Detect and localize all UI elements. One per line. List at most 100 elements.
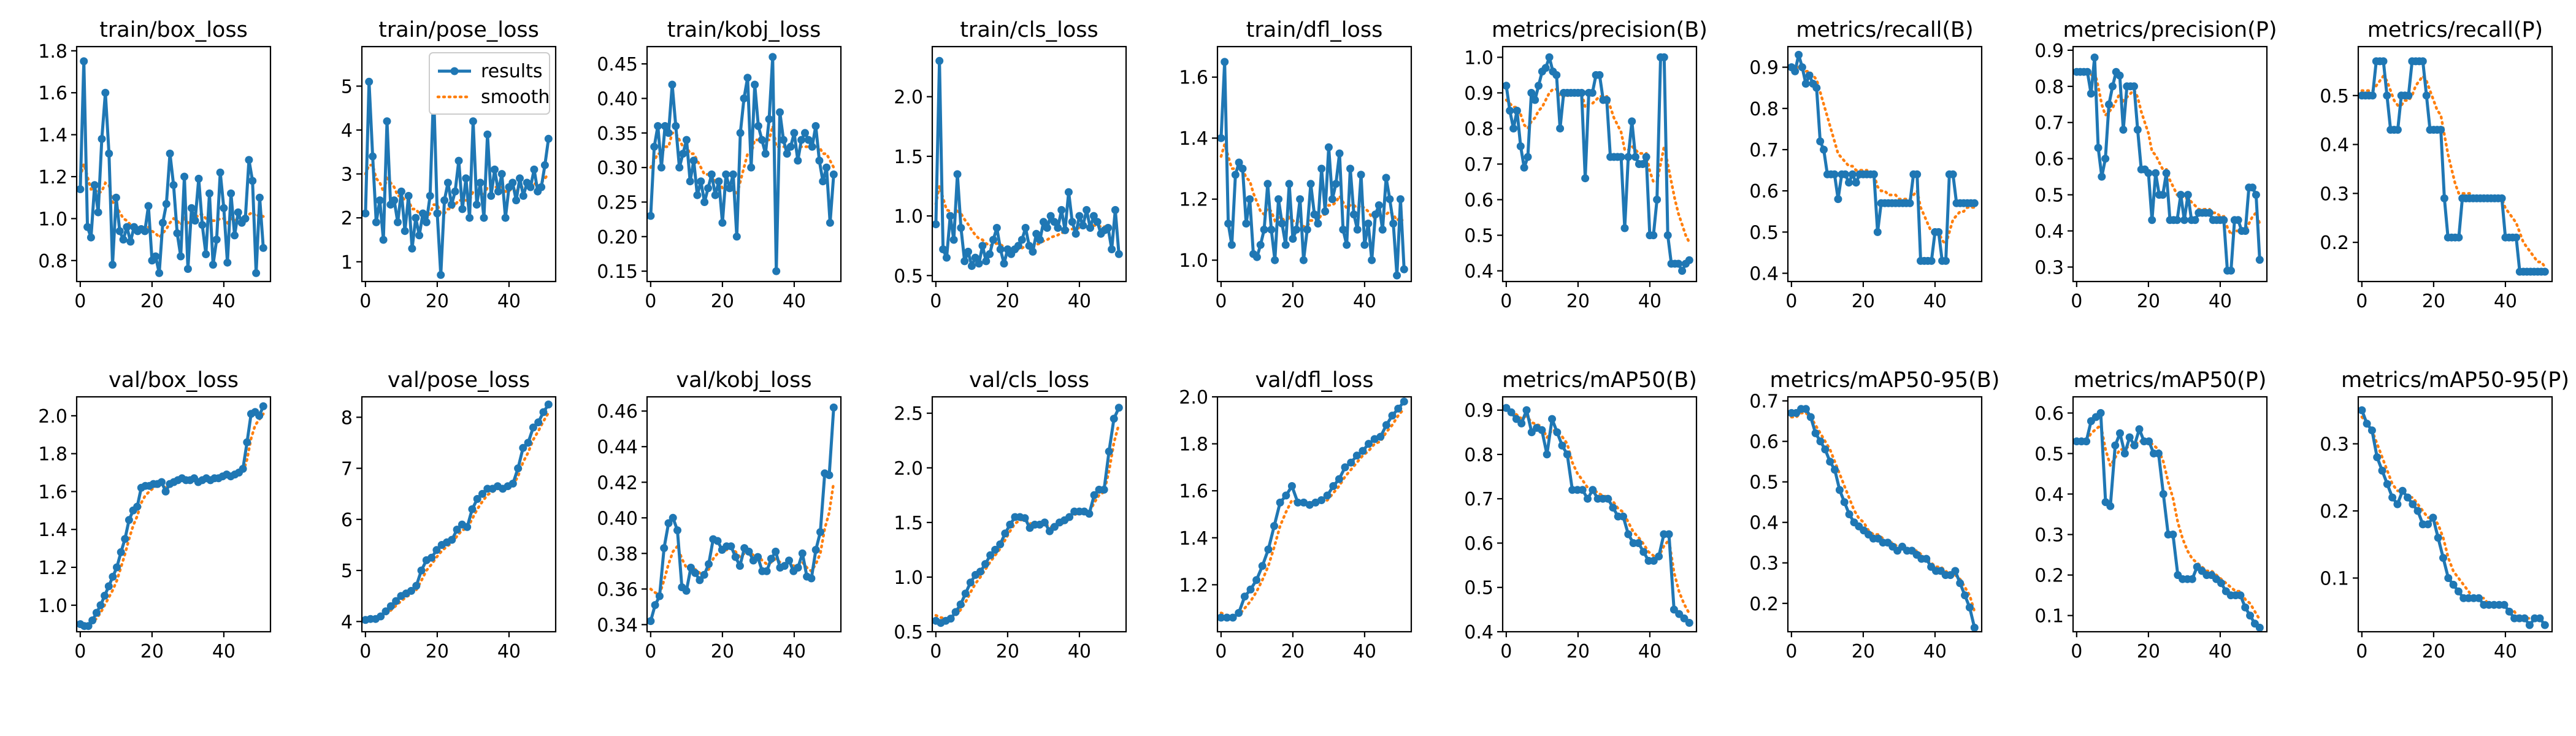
data-point	[544, 134, 553, 143]
data-point	[1506, 107, 1514, 115]
data-point	[1678, 267, 1687, 275]
data-point	[1229, 613, 1237, 622]
data-point	[1374, 201, 1383, 210]
data-point	[808, 142, 816, 151]
data-point	[1581, 174, 1590, 183]
data-point	[2255, 256, 2264, 264]
y-tick-label: 0.5	[2034, 443, 2064, 465]
data-point	[2358, 406, 2366, 415]
y-tick-label: 0.5	[2320, 86, 2349, 107]
subplot-title: val/pose_loss	[388, 368, 530, 393]
data-point	[986, 250, 994, 258]
data-point	[158, 218, 167, 227]
data-point	[1223, 613, 1231, 622]
data-point	[769, 53, 777, 61]
y-tick-label: 0.44	[597, 437, 638, 458]
data-point	[2116, 429, 2124, 437]
data-point	[519, 443, 527, 452]
data-point	[2500, 600, 2509, 609]
data-point	[2404, 91, 2413, 100]
data-point	[647, 212, 655, 220]
data-point	[2180, 216, 2188, 224]
data-point	[394, 218, 402, 226]
y-tick-label: 1.5	[894, 513, 923, 534]
axes-frame	[2072, 45, 2268, 283]
data-point	[466, 213, 474, 222]
y-tick-label: 0.35	[597, 123, 638, 145]
data-point	[1221, 58, 1229, 66]
data-point	[1603, 96, 1611, 104]
data-point	[415, 231, 424, 240]
data-point	[140, 227, 149, 236]
data-point	[996, 540, 1005, 548]
data-point	[989, 236, 997, 244]
data-point	[205, 189, 213, 197]
data-point	[433, 209, 442, 218]
data-point	[1054, 224, 1062, 232]
subplot: metrics/mAP50(P) 0 20 40 0.1 0.2 0.3 0.4 0.5 0.6	[2034, 368, 2268, 662]
y-tick-label: 2	[341, 208, 353, 229]
y-tick-label: 0.4	[1749, 513, 1779, 534]
data-point	[655, 592, 664, 600]
data-point	[1276, 498, 1284, 507]
data-point	[946, 212, 954, 220]
results-line	[934, 59, 1121, 268]
y-tick-label: 0.5	[1749, 472, 1779, 494]
data-point	[2162, 169, 2171, 177]
data-point	[1516, 142, 1525, 150]
data-point	[801, 129, 809, 137]
data-point	[223, 258, 232, 267]
x-tick-label: 0	[74, 641, 86, 662]
data-point	[2409, 500, 2417, 508]
data-point	[180, 172, 189, 181]
data-point	[1639, 548, 1648, 556]
data-point	[426, 191, 434, 200]
data-point	[1083, 205, 1091, 214]
data-point	[1624, 530, 1633, 539]
y-tick-label: 1.6	[38, 83, 67, 104]
subplot-title: val/kobj_loss	[676, 368, 811, 393]
subplot: metrics/recall(B) 0 20 40 0.4 0.5 0.6 0.7 0.8 0.9	[1749, 18, 1983, 312]
data-point	[117, 548, 125, 556]
x-tick-label: 40	[212, 641, 236, 662]
data-point	[1021, 224, 1030, 232]
data-point	[1393, 271, 1401, 280]
data-point	[379, 236, 388, 244]
data-point	[1517, 419, 1526, 427]
data-point	[982, 257, 991, 266]
subplot-title: metrics/precision(B)	[1492, 18, 1708, 42]
data-point	[767, 554, 775, 563]
data-point	[1323, 491, 1332, 500]
data-point	[1324, 143, 1333, 151]
data-point	[524, 439, 532, 447]
data-point	[2087, 90, 2095, 98]
y-tick-label: 0.6	[1464, 533, 1493, 554]
x-tick-label: 20	[1281, 641, 1305, 662]
y-tick-label: 0.30	[597, 158, 638, 179]
data-point	[2205, 209, 2214, 217]
data-point	[1328, 195, 1336, 204]
smooth-line	[1505, 408, 1691, 615]
x-tick-label: 40	[1638, 291, 1662, 312]
data-point	[939, 245, 948, 253]
data-point	[1638, 160, 1647, 168]
data-point	[1831, 466, 1839, 474]
data-point	[1299, 256, 1308, 264]
subplot: val/kobj_loss 0 20 40 0.34 0.36 0.38 0.40 0.42 0.…	[597, 368, 842, 662]
data-point	[216, 168, 224, 177]
data-point	[1317, 496, 1325, 504]
data-point	[252, 269, 261, 277]
data-point	[1396, 195, 1405, 204]
y-tick-label: 2.0	[1179, 387, 1208, 408]
y-tick-label: 1.0	[38, 209, 67, 230]
data-point	[2388, 493, 2397, 502]
data-point	[491, 165, 499, 174]
data-point	[1335, 475, 1343, 483]
data-point	[1841, 170, 1850, 178]
axes-frame	[2072, 396, 2268, 633]
y-tick-label: 0.45	[597, 54, 638, 75]
data-point	[1386, 195, 1394, 204]
data-point	[187, 204, 196, 212]
y-tick-label: 0.15	[597, 261, 638, 283]
